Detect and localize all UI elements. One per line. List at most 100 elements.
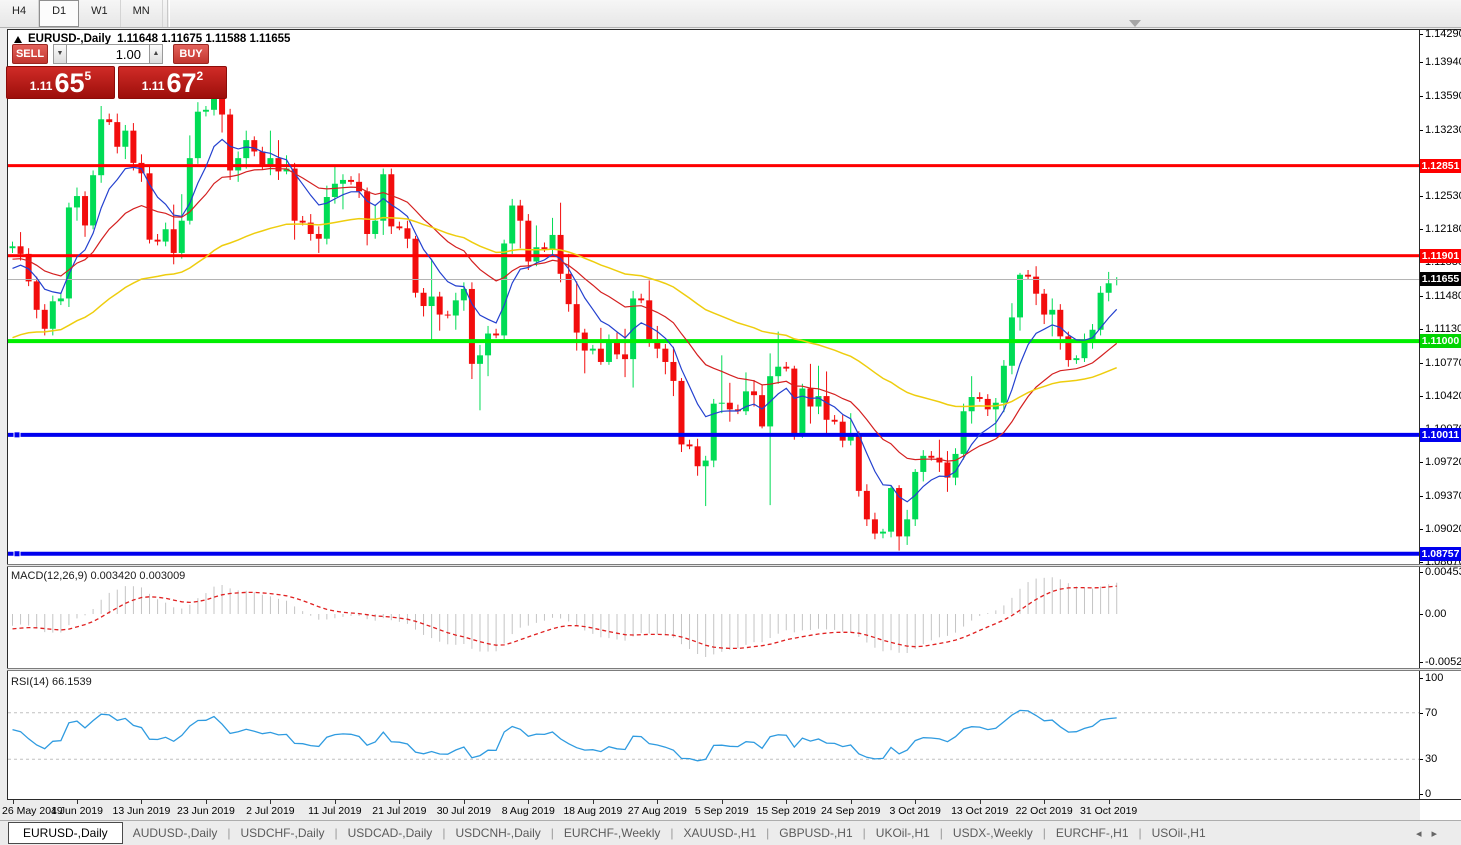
timeframe-button-w1[interactable]: W1 [79, 0, 121, 27]
rsi-scale-dash [1420, 794, 1423, 795]
tab-separator: | [442, 826, 446, 840]
macd-panel[interactable] [8, 567, 1419, 668]
price-level-badge: 1.10011 [1420, 427, 1461, 442]
time-tick [528, 800, 530, 804]
price-tick-label: 1.09020 [1425, 522, 1461, 535]
candle-body [525, 220, 532, 262]
time-tick [12, 800, 14, 804]
candle-body [871, 519, 878, 534]
rsi-scale-dash [1420, 712, 1423, 714]
time-tick-label: 8 Aug 2019 [501, 805, 555, 817]
candle-body [460, 288, 467, 301]
candle-body [1041, 293, 1048, 315]
time-tick-label: 5 Sep 2019 [694, 805, 749, 817]
volume-increase-icon[interactable]: ▲ [149, 44, 163, 64]
price-tick-dash [1420, 129, 1423, 131]
time-tick [1108, 800, 1110, 804]
sell-price-box[interactable]: 1.11 65 5 [6, 66, 115, 99]
macd-signal-line [12, 585, 1117, 650]
buy-price-box[interactable]: 1.11 67 2 [118, 66, 227, 99]
candle-body [372, 220, 379, 234]
level-anchor [13, 431, 21, 439]
tab-separator: | [1042, 826, 1046, 840]
macd-scale-label: -0.005205 [1425, 656, 1461, 669]
candle-body [879, 531, 886, 534]
tab-eurchf-h1[interactable]: EURCHF-,H1 [1055, 826, 1129, 840]
candle-body [920, 455, 927, 472]
price-tick-dash [1420, 362, 1423, 364]
panel-separator-macd[interactable] [7, 564, 1461, 567]
price-level-badge: 1.08757 [1420, 546, 1461, 561]
tab-xauusd-h1[interactable]: XAUUSD-,H1 [683, 826, 757, 840]
tab-separator: | [550, 826, 554, 840]
tab-ukoil-h1[interactable]: UKOil-,H1 [875, 826, 930, 840]
price-tick-dash [1420, 62, 1423, 64]
tab-usdx-weekly[interactable]: USDX-,Weekly [952, 826, 1033, 840]
candle-body [130, 130, 137, 163]
candle-body [734, 409, 741, 412]
current-price-badge: 1.11655 [1420, 272, 1461, 286]
time-tick-label: 24 Sep 2019 [820, 805, 881, 817]
volume-decrease-icon[interactable]: ▼ [53, 44, 67, 64]
timeframe-button-h4[interactable]: H4 [0, 0, 40, 27]
buy-button[interactable]: BUY [173, 44, 209, 64]
candle-body [98, 119, 105, 176]
candle-body [742, 391, 749, 412]
tab-usdchf-daily[interactable]: USDCHF-,Daily [240, 826, 325, 840]
candle-body [960, 411, 967, 454]
candle-body [90, 175, 97, 226]
candle-body [436, 296, 443, 315]
rsi-scale-label: 30 [1425, 753, 1438, 766]
candle-body [331, 183, 338, 198]
tab-gbpusd-h1[interactable]: GBPUSD-,H1 [779, 826, 853, 840]
price-tick-dash [1420, 462, 1423, 464]
candle-body [1105, 283, 1112, 293]
candle-body [670, 361, 677, 381]
volume-input[interactable]: 1.00 [67, 44, 149, 64]
tab-usdcad-daily[interactable]: USDCAD-,Daily [347, 826, 433, 840]
level-anchor [13, 550, 21, 558]
volume-stepper: ▼ 1.00 ▲ [53, 44, 163, 64]
timeframe-button-mn[interactable]: MN [121, 0, 163, 27]
time-tick [334, 800, 336, 804]
candle-body [1017, 274, 1023, 318]
tab-scroll-arrows[interactable]: ◂▸ [1416, 827, 1447, 840]
main-chart[interactable] [8, 30, 1419, 564]
candle-body [25, 253, 32, 282]
medium-ma-line [12, 167, 1118, 462]
candle-body [476, 355, 483, 364]
price-tick-dash [1420, 229, 1423, 231]
candle-body [678, 380, 685, 445]
chart-header: EURUSD-,Daily 1.11648 1.11675 1.11588 1.… [14, 33, 290, 45]
candle-body [404, 228, 411, 239]
chart-frame-top [7, 29, 1461, 30]
candle-body [485, 333, 492, 356]
sell-price-point: 5 [84, 69, 92, 83]
candle-body [315, 233, 322, 239]
candle-body [896, 488, 903, 537]
price-level-badge: 1.12851 [1420, 158, 1461, 173]
time-tick-label: 15 Sep 2019 [756, 805, 817, 817]
tab-usoil-h1[interactable]: USOil-,H1 [1151, 826, 1206, 840]
candle-body [73, 196, 80, 208]
tab-usdcnh-daily[interactable]: USDCNH-,Daily [455, 826, 541, 840]
sell-price-pips: 65 [54, 68, 85, 98]
collapse-trade-panel-icon[interactable] [14, 35, 22, 43]
tab-audusd-daily[interactable]: AUDUSD-,Daily [132, 826, 218, 840]
rsi-panel[interactable] [8, 672, 1419, 798]
candle-body [17, 246, 24, 254]
tab-eurusd-daily[interactable]: EURUSD-,Daily [8, 822, 123, 844]
time-axis-bottom-line [0, 820, 1461, 821]
rsi-scale-dash [1420, 759, 1423, 761]
macd-scale-dash [1420, 572, 1423, 573]
sell-button[interactable]: SELL [12, 44, 48, 64]
tab-eurchf-weekly[interactable]: EURCHF-,Weekly [563, 826, 661, 840]
candle-body [146, 173, 153, 240]
rsi-scale-dash [1420, 678, 1423, 679]
last-bar-marker-icon[interactable] [1129, 20, 1141, 27]
candle-body [783, 366, 790, 369]
panel-separator-rsi[interactable] [7, 668, 1461, 671]
candle-body [186, 158, 193, 221]
timeframe-button-d1[interactable]: D1 [39, 0, 80, 27]
time-tick [270, 800, 272, 804]
